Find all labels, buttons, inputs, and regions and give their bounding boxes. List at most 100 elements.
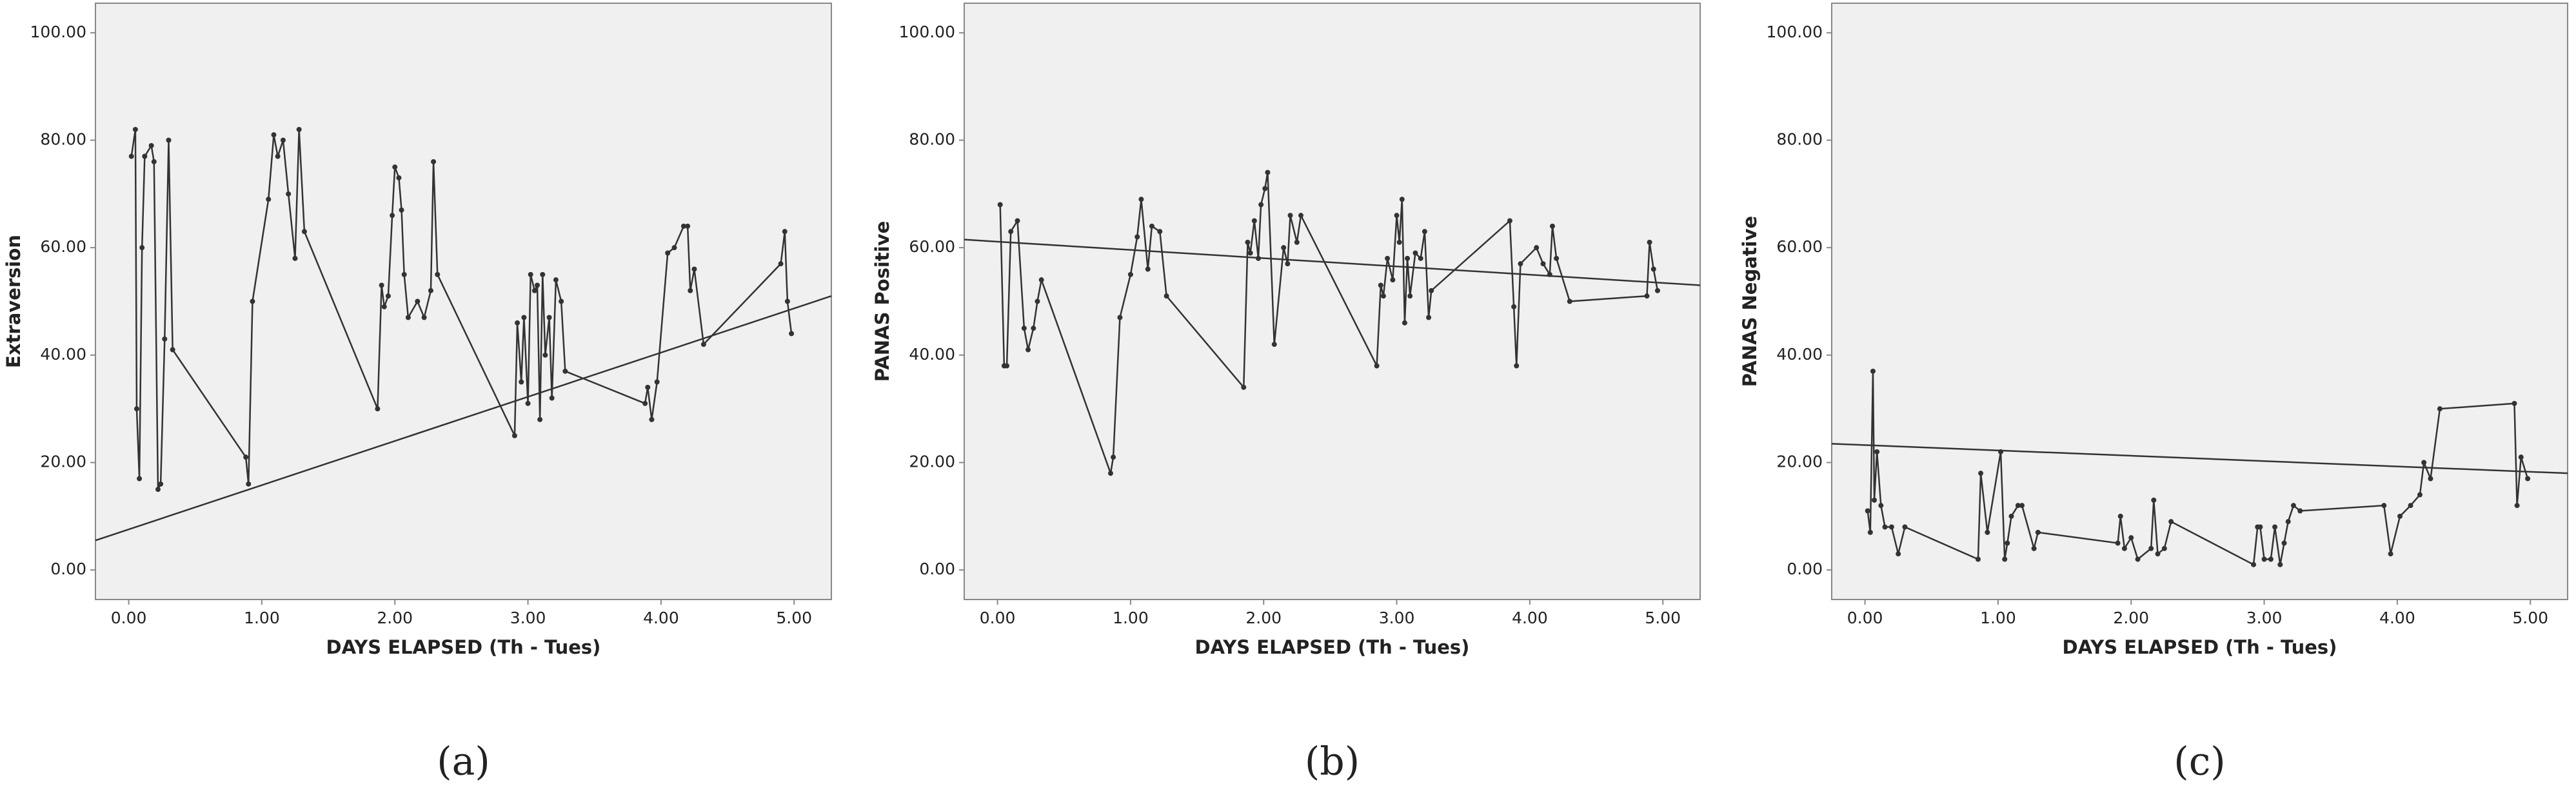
data-point: [139, 245, 145, 251]
data-point: [1390, 277, 1396, 283]
data-point: [1287, 213, 1293, 219]
data-point: [1127, 271, 1133, 277]
data-point: [250, 298, 255, 304]
x-tick-label: 2.00: [377, 609, 413, 627]
x-axis-title: DAYS ELAPSED (Th - Tues): [1195, 636, 1470, 658]
data-point: [2148, 545, 2154, 551]
data-point: [431, 159, 437, 164]
data-point: [2421, 460, 2427, 465]
data-point: [1025, 347, 1031, 353]
data-point: [1271, 342, 1277, 347]
data-point: [1647, 239, 1652, 245]
y-tick-label: 0.00: [50, 560, 86, 578]
data-point: [1402, 320, 1407, 326]
data-point: [1514, 363, 1520, 369]
x-tick-label: 2.00: [1245, 609, 1282, 627]
data-point: [1644, 293, 1650, 299]
data-point: [1650, 266, 1656, 272]
data-point: [158, 481, 164, 487]
data-point: [540, 271, 546, 277]
data-point: [1038, 277, 1044, 283]
panel-label: (a): [437, 739, 490, 785]
y-tick-label: 100.00: [899, 23, 955, 41]
data-point: [2031, 545, 2037, 551]
data-point: [142, 153, 148, 159]
data-point: [531, 288, 537, 293]
data-point: [2035, 529, 2041, 535]
data-point: [1247, 250, 1253, 256]
data-point: [399, 207, 404, 213]
data-point: [2155, 551, 2161, 557]
data-point: [1035, 298, 1040, 304]
data-point: [649, 416, 655, 422]
data-point: [1134, 234, 1140, 240]
data-point: [1265, 170, 1271, 175]
y-tick-label: 60.00: [1776, 237, 1823, 256]
y-tick-label: 60.00: [909, 237, 955, 256]
data-line: [999, 172, 1659, 477]
data-point: [546, 315, 552, 320]
x-tick-label: 1.00: [244, 609, 280, 627]
x-tick-label: 1.00: [1980, 609, 2016, 627]
data-point: [1865, 508, 1870, 514]
data-point: [1298, 213, 1304, 219]
data-point: [246, 481, 252, 487]
data-point: [2428, 476, 2433, 482]
data-point: [782, 229, 788, 235]
x-tick-label: 1.00: [1113, 609, 1149, 627]
data-point: [280, 137, 286, 143]
data-point: [1567, 298, 1572, 304]
data-point: [435, 271, 441, 277]
x-tick-label: 4.00: [1512, 609, 1548, 627]
trend-line: [964, 239, 1701, 286]
data-point: [1380, 293, 1386, 299]
data-point: [2417, 492, 2422, 498]
data-point: [2512, 400, 2517, 406]
data-point: [2297, 508, 2303, 514]
y-tick-label: 20.00: [40, 453, 86, 471]
y-tick-label: 80.00: [909, 130, 955, 149]
data-point: [1008, 229, 1014, 235]
data-point: [1507, 218, 1512, 224]
data-point: [1975, 556, 1981, 562]
data-point: [155, 487, 161, 493]
y-tick-label: 80.00: [40, 130, 86, 149]
data-point: [1281, 245, 1287, 251]
data-point: [997, 202, 1003, 208]
data-point: [421, 315, 427, 320]
data-point: [1429, 288, 1434, 293]
data-point: [645, 384, 651, 390]
data-point: [2525, 476, 2531, 482]
data-point: [1385, 255, 1391, 261]
data-line: [130, 129, 793, 490]
x-axis-title: DAYS ELAPSED (Th - Tues): [326, 636, 601, 658]
panel-label: (b): [1305, 739, 1360, 785]
data-point: [1902, 524, 1908, 530]
data-point: [1241, 384, 1247, 390]
data-point: [1117, 315, 1123, 320]
data-point: [553, 277, 559, 283]
data-point: [1888, 524, 1894, 530]
y-tick-label: 20.00: [909, 453, 955, 471]
x-tick-label: 4.00: [643, 609, 679, 627]
x-tick-label: 0.00: [1847, 609, 1883, 627]
data-point: [559, 298, 564, 304]
y-axis-title: PANAS Negative: [1739, 216, 1761, 387]
data-point: [1882, 524, 1888, 530]
data-point: [1015, 218, 1020, 224]
data-point: [542, 352, 548, 358]
y-tick-label: 80.00: [1776, 130, 1823, 149]
data-point: [535, 282, 540, 288]
data-point: [2115, 540, 2121, 546]
data-point: [1874, 449, 1880, 454]
data-point: [1407, 293, 1413, 299]
data-point: [1985, 529, 1990, 535]
data-point: [1511, 304, 1517, 309]
data-point: [1149, 223, 1154, 229]
y-tick-label: 100.00: [30, 23, 86, 41]
data-point: [1405, 255, 1411, 261]
data-point: [1262, 186, 1268, 191]
data-point: [1111, 454, 1116, 460]
data-point: [528, 271, 533, 277]
data-point: [271, 132, 277, 138]
